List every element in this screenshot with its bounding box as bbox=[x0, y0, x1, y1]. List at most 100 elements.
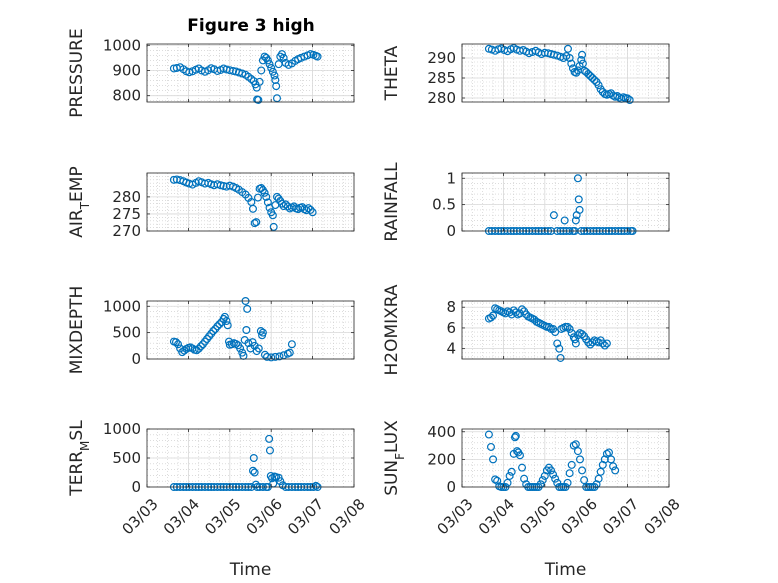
y-tick-label: 280 bbox=[112, 188, 141, 206]
data-point bbox=[279, 53, 288, 62]
data-point bbox=[256, 327, 265, 336]
data-point bbox=[567, 460, 576, 469]
y-axis-label-text: AIR bbox=[67, 209, 87, 238]
y-axis-label: PRESSURE bbox=[67, 28, 87, 117]
data-point bbox=[263, 352, 272, 361]
axes-box bbox=[461, 172, 670, 232]
data-point bbox=[196, 342, 205, 351]
y-axis-label-text: SL bbox=[67, 420, 87, 441]
x-tick-label: 03/07 bbox=[284, 495, 327, 538]
data-point bbox=[553, 339, 562, 348]
data-point bbox=[248, 466, 257, 475]
data-point bbox=[590, 75, 599, 84]
data-point bbox=[609, 462, 618, 471]
axes-box bbox=[461, 300, 670, 360]
y-tick-label: 1000 bbox=[103, 36, 141, 54]
data-point bbox=[575, 455, 584, 464]
data-point bbox=[267, 353, 276, 362]
data-point bbox=[271, 76, 280, 85]
data-point bbox=[611, 466, 620, 475]
data-point bbox=[267, 63, 276, 72]
y-tick-label: 290 bbox=[427, 49, 456, 67]
y-axis-label-subscript: M bbox=[78, 441, 92, 451]
data-point bbox=[257, 66, 266, 75]
axes-box bbox=[461, 428, 670, 488]
y-axis-label-text: EMP bbox=[67, 166, 87, 202]
data-point bbox=[236, 344, 245, 353]
y-axis-label-text: PRESSURE bbox=[67, 28, 87, 117]
data-point bbox=[275, 352, 284, 361]
y-axis-label-text: SUN bbox=[382, 460, 402, 496]
data-point bbox=[551, 328, 560, 337]
data-point bbox=[577, 55, 586, 64]
data-point bbox=[538, 476, 547, 485]
data-point bbox=[503, 478, 512, 487]
data-point bbox=[272, 82, 281, 91]
major-grid bbox=[462, 44, 669, 102]
data-point bbox=[232, 339, 241, 348]
data-point bbox=[171, 338, 180, 347]
x-axis-label: Time bbox=[544, 560, 587, 580]
data-point bbox=[607, 455, 616, 464]
data-point bbox=[493, 476, 502, 485]
data-point bbox=[271, 352, 280, 361]
data-point bbox=[580, 476, 589, 485]
subplot-5: 0 500 1000 MIXDEPTH bbox=[67, 286, 355, 375]
data-point bbox=[560, 216, 569, 225]
data-point bbox=[250, 341, 259, 350]
data-point bbox=[265, 446, 274, 455]
data-point bbox=[586, 71, 595, 80]
data-point bbox=[598, 460, 607, 469]
data-point bbox=[549, 211, 558, 220]
y-axis-label-text: RAINFALL bbox=[382, 162, 402, 242]
data-point bbox=[258, 328, 267, 337]
data-series bbox=[169, 175, 317, 231]
y-tick-label: 0 bbox=[446, 222, 456, 240]
y-tick-label: 285 bbox=[427, 69, 456, 87]
data-point bbox=[578, 466, 587, 475]
x-tick-label: 03/05 bbox=[516, 495, 559, 538]
data-point bbox=[254, 344, 263, 353]
y-tick-label: 400 bbox=[427, 423, 456, 441]
y-tick-label: 0.5 bbox=[432, 196, 456, 214]
data-point bbox=[594, 81, 603, 90]
data-point bbox=[174, 340, 183, 349]
data-point bbox=[268, 211, 277, 220]
data-point bbox=[569, 441, 578, 450]
y-tick-label: 500 bbox=[112, 449, 141, 467]
x-tick-label: 03/05 bbox=[201, 495, 244, 538]
y-tick-label: 280 bbox=[427, 89, 456, 107]
data-point bbox=[520, 474, 529, 483]
y-axis-label-text: MIXDEPTH bbox=[67, 286, 87, 375]
x-tick-label: 03/03 bbox=[433, 495, 476, 538]
data-point bbox=[491, 475, 500, 484]
data-point bbox=[313, 52, 322, 61]
data-point bbox=[563, 322, 572, 331]
data-point bbox=[262, 192, 271, 201]
data-point bbox=[281, 200, 290, 209]
data-point bbox=[553, 478, 562, 487]
data-point bbox=[263, 56, 272, 65]
data-point bbox=[518, 463, 527, 472]
y-axis-label: TERRMSL bbox=[67, 420, 92, 497]
data-point bbox=[249, 454, 258, 463]
data-point bbox=[578, 59, 587, 68]
data-point bbox=[507, 467, 516, 476]
data-point bbox=[486, 313, 495, 322]
data-series bbox=[484, 43, 634, 104]
plot-area bbox=[462, 173, 669, 231]
data-series bbox=[169, 50, 322, 104]
y-tick-label: 800 bbox=[112, 87, 141, 105]
data-point bbox=[276, 477, 285, 486]
y-tick-label: 0 bbox=[446, 478, 456, 496]
data-point bbox=[304, 204, 313, 213]
data-point bbox=[180, 346, 189, 355]
plot-area bbox=[147, 173, 354, 231]
data-point bbox=[596, 467, 605, 476]
major-grid bbox=[147, 44, 354, 102]
x-tick-label: 03/03 bbox=[118, 495, 161, 538]
data-point bbox=[536, 480, 545, 489]
data-point bbox=[584, 69, 593, 78]
data-point bbox=[563, 44, 572, 53]
data-point bbox=[625, 95, 634, 104]
